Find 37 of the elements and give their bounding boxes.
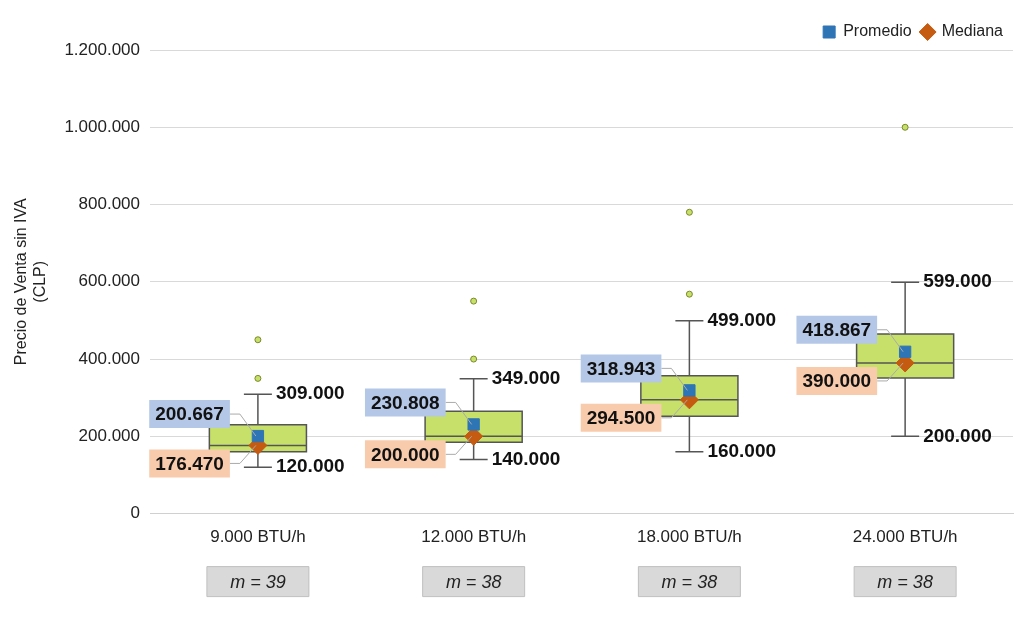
annotation: 309.000 <box>275 382 345 404</box>
y-tick-label: 400.000 <box>78 348 141 368</box>
data-label: 294.500 <box>586 407 656 429</box>
point <box>683 384 696 397</box>
data-label: 200.000 <box>370 443 440 465</box>
point <box>898 345 912 358</box>
text: m = 38 <box>877 571 933 592</box>
annotation: 140.000 <box>491 447 561 469</box>
x-tick-label: 24.000 BTU/h <box>852 527 958 547</box>
legend-label: Promedio <box>843 22 912 40</box>
data-label: 390.000 <box>802 370 872 392</box>
point <box>467 418 480 431</box>
y-tick-label: 600.000 <box>78 271 141 291</box>
annotation: 200.000 <box>923 424 992 446</box>
text: m = 38 <box>661 571 718 592</box>
data-label: 418.867 <box>802 319 872 341</box>
legend-label: Mediana <box>941 22 1004 40</box>
data-label: 176.470 <box>155 452 224 474</box>
annotation: 120.000 <box>275 455 345 477</box>
text: m = 38 <box>445 571 502 592</box>
y-axis-title: Precio de Venta sin IVA (CLP) <box>12 198 49 366</box>
x-tick-label: 12.000 BTU/h <box>421 527 527 547</box>
annotation: 499.000 <box>707 309 777 331</box>
y-tick-label: 1.000.000 <box>64 116 141 136</box>
text: m = 39 <box>230 571 286 592</box>
data-label: 230.808 <box>370 391 440 413</box>
data-label: 200.667 <box>155 403 224 425</box>
annotation: 349.000 <box>491 367 561 388</box>
data-label: 318.943 <box>586 357 656 379</box>
x-tick-label: 18.000 BTU/h <box>636 527 742 547</box>
annotation: 160.000 <box>707 440 777 462</box>
y-tick-label: 800.000 <box>78 194 141 214</box>
x-tick-label: 9.000 BTU/h <box>210 527 306 547</box>
y-tick-label: 1.200.000 <box>64 39 141 59</box>
annotation: 599.000 <box>923 270 992 292</box>
y-tick-label: 0 <box>130 503 141 523</box>
y-tick-label: 200.000 <box>78 426 141 446</box>
